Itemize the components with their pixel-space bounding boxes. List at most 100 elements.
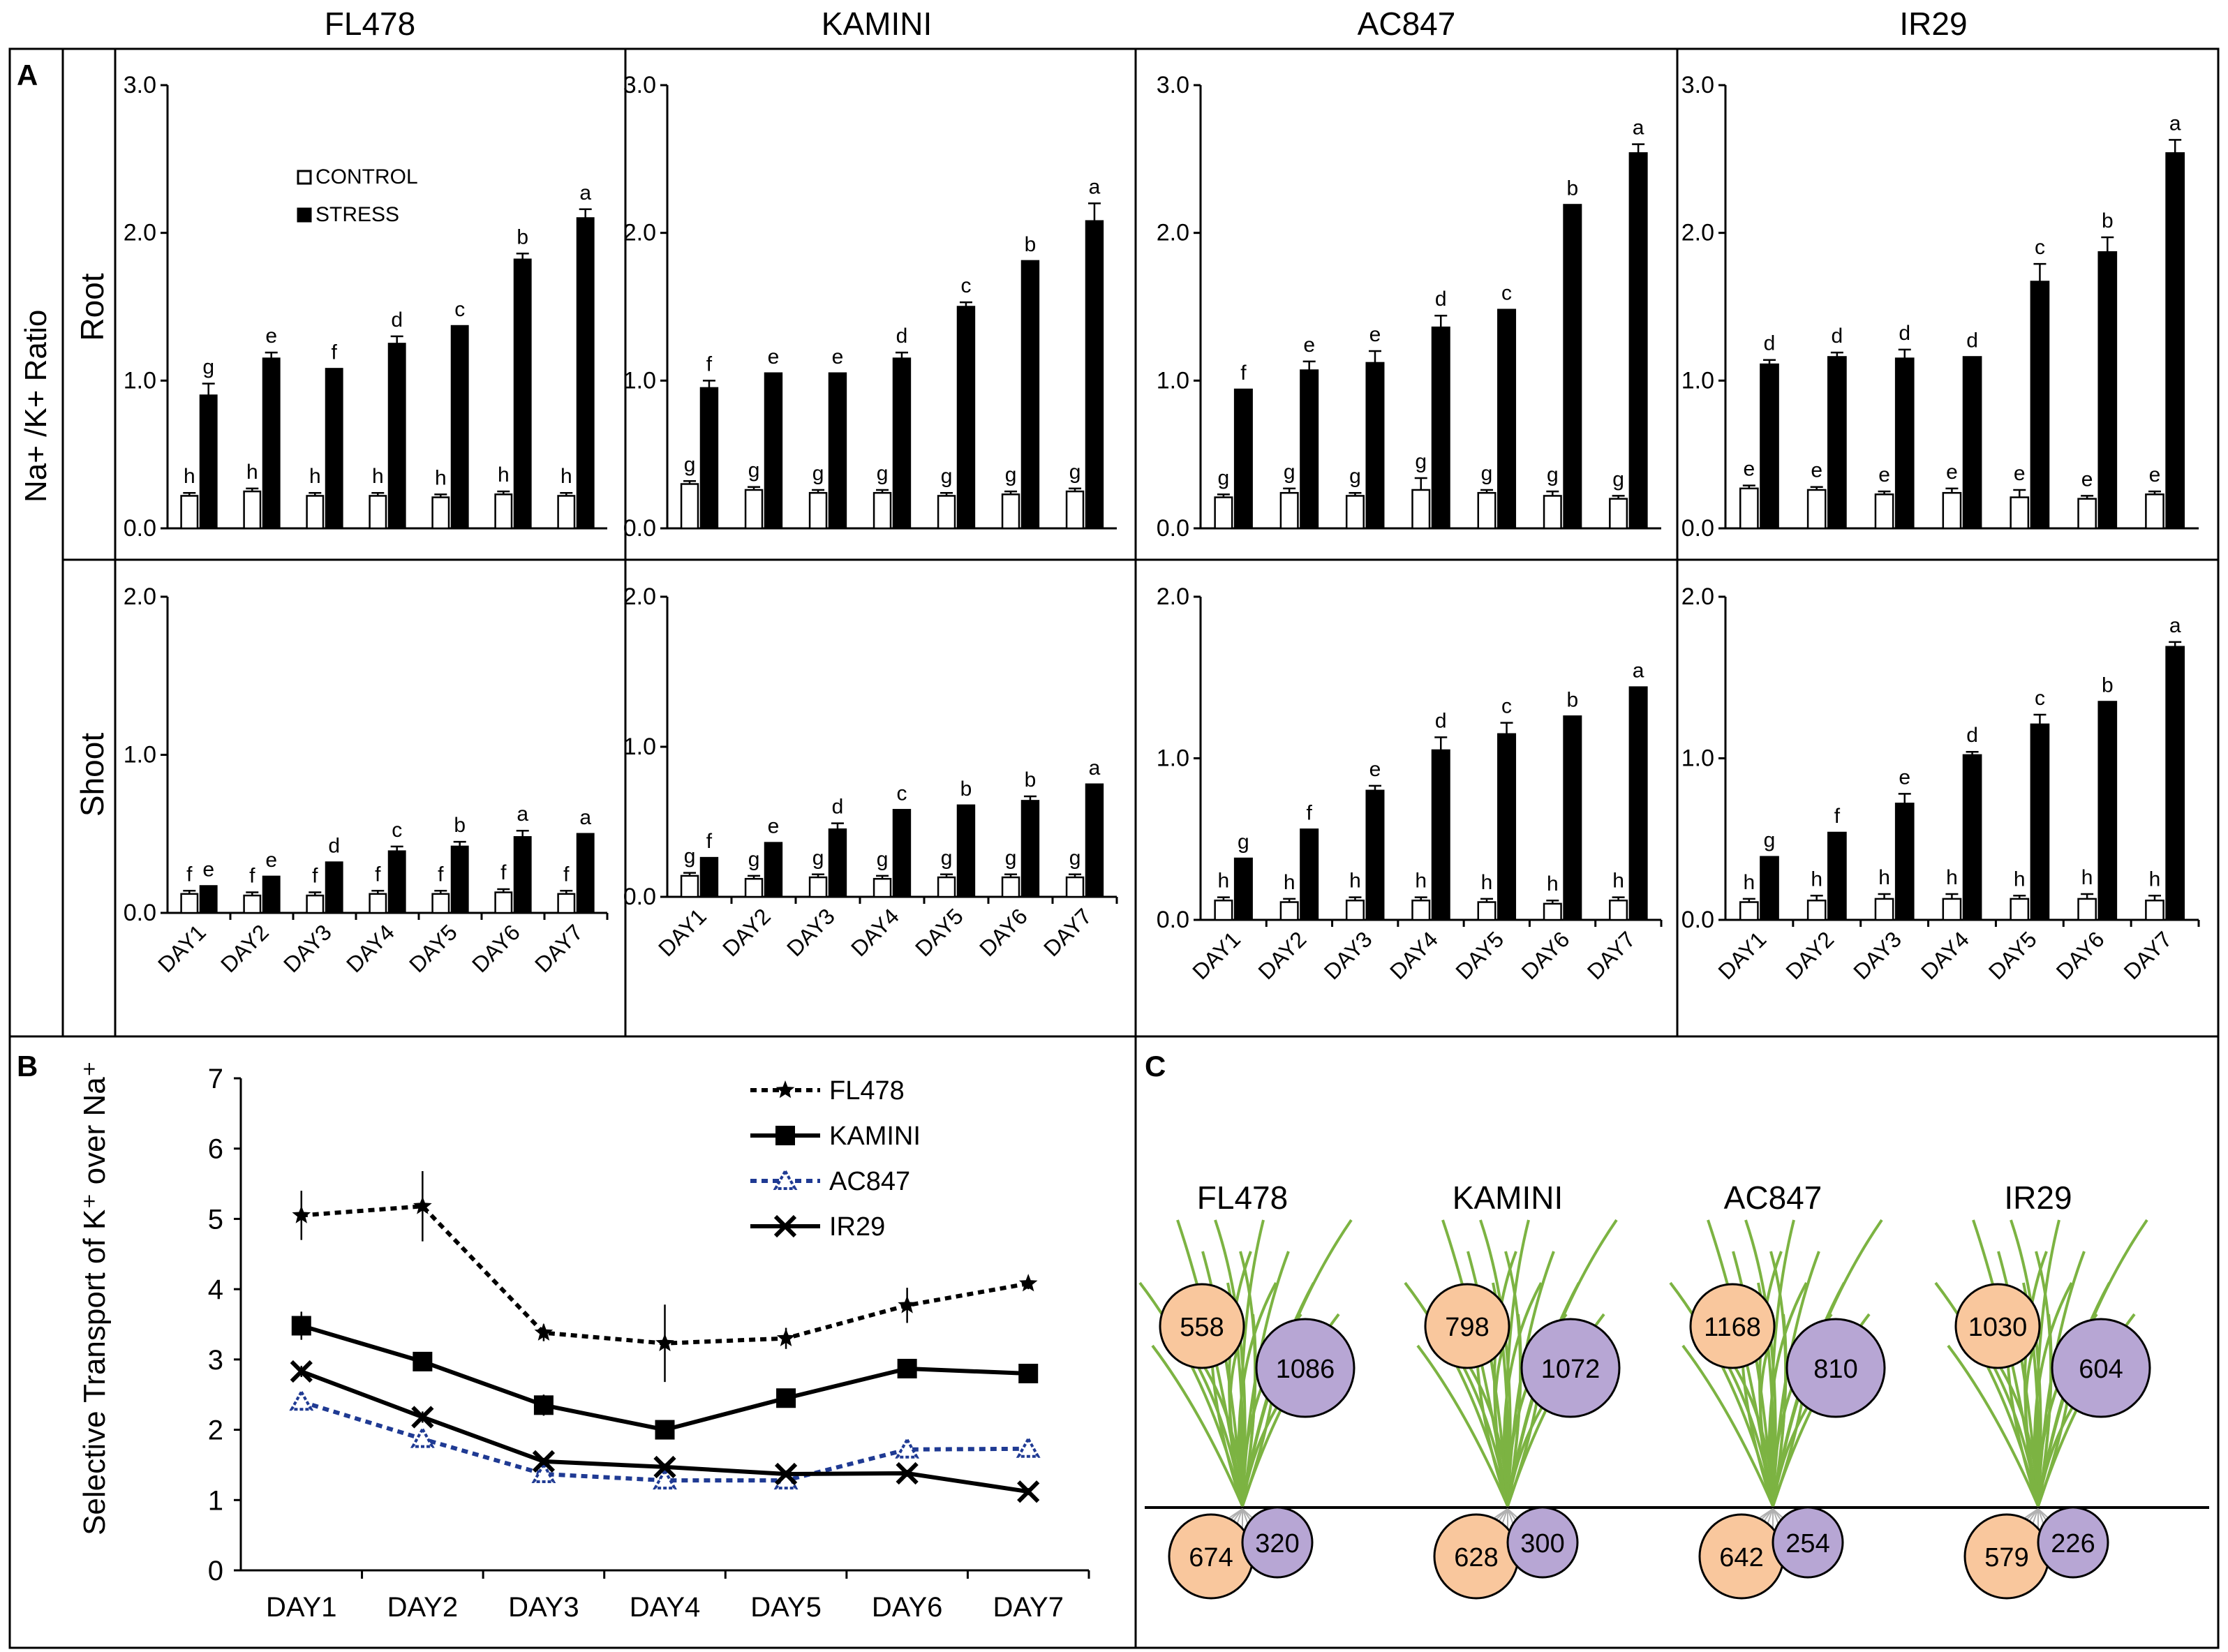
row-label-root: Root — [74, 273, 110, 341]
y-tick-label: 0.0 — [124, 900, 156, 926]
line-x-tick-label: DAY2 — [387, 1592, 459, 1623]
bar-chart-shoot-ac847: 0.01.02.0DAY1hgDAY2hfDAY3heDAY4hdDAY5hcD… — [1157, 583, 1663, 984]
bar-control-day2 — [1806, 899, 1827, 921]
plant-name: KAMINI — [1453, 1180, 1563, 1216]
grass-blade — [1681, 1344, 1774, 1507]
bar-stress-day1 — [699, 856, 719, 898]
grass-blade — [1669, 1281, 1774, 1507]
significance-letter: f — [563, 863, 570, 886]
significance-letter: d — [1435, 709, 1447, 732]
y-tick-label: 2.0 — [1157, 220, 1189, 246]
bar-stress-day4 — [1431, 749, 1450, 921]
bar-control-day5 — [937, 876, 956, 898]
significance-letter: g — [1005, 463, 1017, 486]
significance-letter: g — [684, 453, 696, 476]
grass-blade — [1947, 1344, 2040, 1507]
bar-control-day5 — [2010, 898, 2030, 921]
shoot-purple-value: 604 — [2079, 1355, 2123, 1384]
y-tick-label: 1.0 — [1157, 367, 1189, 394]
bar-stress-day3 — [1894, 803, 1915, 921]
significance-letter: g — [1218, 466, 1230, 489]
significance-letter: a — [579, 181, 591, 204]
bar-stress-day6 — [2097, 251, 2118, 530]
chart-title-kamini: KAMINI — [822, 6, 932, 42]
y-tick-label: 1.0 — [623, 734, 656, 760]
plant-kamini: KAMINI 798 1072 628 300 — [1404, 1180, 1621, 1600]
significance-letter: g — [1481, 462, 1493, 485]
shoot-orange-circle — [1954, 1283, 2041, 1369]
shoot-orange-circle — [1689, 1283, 1776, 1369]
bar-control-day7 — [557, 893, 576, 914]
x-tick-label: DAY5 — [910, 903, 968, 961]
y-axis-title-na-k: Na+ /K+ Ratio — [19, 310, 53, 503]
grass-blade — [1151, 1344, 1244, 1507]
line-x-tick-label: DAY3 — [508, 1592, 579, 1623]
y-tick-label: 1.0 — [124, 742, 156, 768]
bar-chart-root-fl478: FL478 0.0 1.0 2.0 3.0 h g h e h f h d h c h b h a — [124, 6, 607, 542]
x-tick-label: DAY2 — [1781, 926, 1839, 984]
bar-control-day7 — [1065, 490, 1085, 530]
bar-control-day4 — [872, 491, 892, 530]
line-y-tick-label: 2 — [208, 1415, 223, 1446]
bar-control-day1 — [1214, 496, 1233, 530]
line-y-tick-label: 4 — [208, 1274, 223, 1305]
grass-blade — [1138, 1281, 1244, 1507]
point-fl478-day7 — [1018, 1274, 1038, 1292]
significance-letter: h — [2149, 868, 2161, 891]
line-x-tick-label: DAY6 — [872, 1592, 943, 1623]
significance-letter: c — [2035, 687, 2045, 710]
shoot-orange-value: 558 — [1180, 1313, 1224, 1342]
bar-stress-day6 — [1020, 800, 1040, 898]
legend-label-fl478: FL478 — [829, 1076, 905, 1106]
bar-stress-day5 — [1497, 308, 1517, 530]
significance-letter: d — [832, 796, 844, 819]
legend-control-swatch — [297, 170, 312, 185]
y-tick-label: 2.0 — [623, 583, 656, 610]
significance-letter: h — [1547, 872, 1559, 895]
significance-letter: b — [517, 225, 528, 248]
significance-letter: b — [454, 814, 466, 837]
significance-letter: d — [391, 308, 403, 332]
bar-stress-day4 — [387, 343, 406, 530]
x-tick-label: DAY7 — [1039, 903, 1097, 961]
significance-letter: e — [265, 849, 277, 872]
point-ir29-day5 — [774, 1462, 798, 1486]
significance-letter: h — [498, 463, 510, 486]
significance-letter: f — [186, 863, 193, 886]
grass-blade — [1479, 1219, 1512, 1507]
bar-control-day3 — [808, 491, 828, 530]
significance-letter: g — [877, 462, 889, 485]
plant-name: FL478 — [1197, 1180, 1288, 1216]
bar-control-day4 — [1942, 898, 1962, 921]
significance-letter: f — [1834, 805, 1841, 828]
significance-letter: e — [1899, 766, 1910, 789]
x-tick-label: DAY6 — [1517, 926, 1575, 984]
bar-stress-day2 — [1827, 356, 1847, 530]
x-tick-label: DAY7 — [2119, 926, 2177, 984]
root-purple-value: 254 — [1785, 1529, 1829, 1558]
bar-stress-day1 — [1760, 856, 1779, 921]
significance-letter: h — [184, 465, 195, 488]
bar-stress-day7 — [1085, 220, 1104, 530]
bar-stress-day6 — [1563, 204, 1582, 530]
x-tick-label: DAY4 — [341, 919, 399, 977]
significance-letter: e — [768, 345, 780, 369]
significance-letter: h — [1811, 868, 1822, 891]
significance-letter: c — [454, 298, 465, 321]
significance-letter: g — [1415, 450, 1427, 473]
significance-letter: d — [1435, 288, 1447, 311]
root-purple-circle — [1772, 1506, 1844, 1579]
root-orange-value: 642 — [1719, 1543, 1763, 1572]
significance-letter: e — [265, 325, 277, 348]
bar-control-day3 — [306, 894, 325, 914]
x-tick-label: DAY7 — [1582, 926, 1640, 984]
significance-letter: g — [1005, 847, 1017, 870]
significance-letter: a — [517, 803, 528, 826]
significance-letter: h — [560, 465, 572, 488]
bar-stress-day5 — [2030, 723, 2050, 921]
significance-letter: b — [960, 777, 972, 801]
bar-control-day2 — [744, 877, 764, 898]
significance-letter: c — [392, 819, 402, 842]
y-tick-label: 2.0 — [1157, 583, 1189, 610]
